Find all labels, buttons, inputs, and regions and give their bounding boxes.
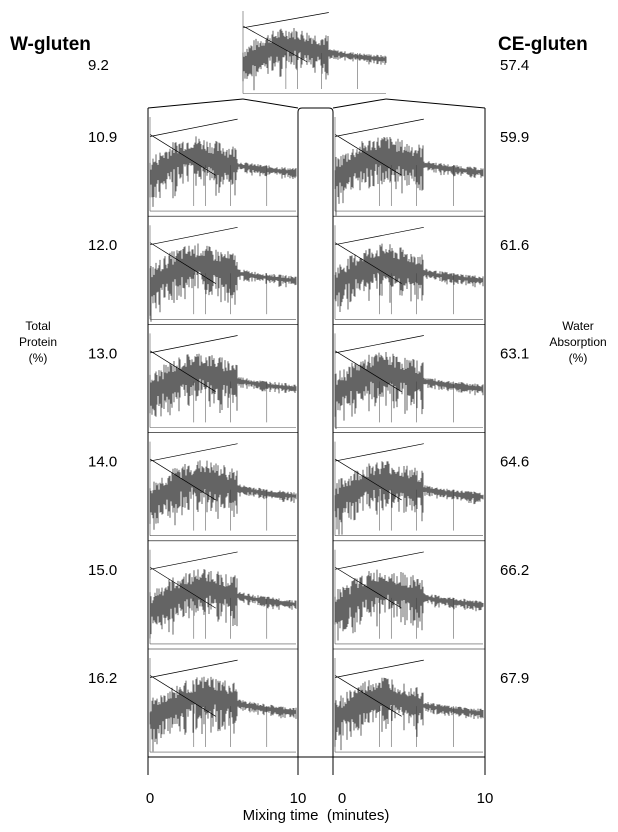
mixogram-trace [149,353,297,417]
mixogram-line [149,443,238,462]
mixogram-line [149,242,216,284]
right-axis-label: Absorption [549,335,606,349]
mixogram-trace [334,677,484,751]
mixogram-line [334,551,424,570]
protein-value: 14.0 [88,454,117,471]
mixogram-line [149,566,216,609]
left-axis-label: Protein [19,335,57,349]
absorption-value: 61.6 [500,237,529,254]
mixogram-line [334,659,424,678]
frame [147,98,486,775]
mixogram-line [334,226,424,246]
mixogram-trace [334,137,484,216]
right-title: CE-gluten [498,34,588,55]
mixogram-trace [334,352,484,429]
left-title: W-gluten [10,34,91,55]
left-axis-label: Total [25,319,50,333]
absorption-value: 66.2 [500,562,529,579]
mixogram-line [334,242,402,284]
protein-value: 13.0 [88,345,117,362]
mixogram-line [149,675,216,717]
mixogram-trace [149,676,297,752]
mixogram-line [334,675,402,717]
mixogram-line [334,335,424,354]
mixogram-trace [334,243,484,312]
protein-value: 12.0 [88,237,117,254]
right-axis-label: (%) [569,351,588,365]
mixogram-trace [149,243,297,322]
mixogram-line [334,118,424,137]
x-tick-label: 0 [146,790,154,807]
mixogram-line [334,443,424,462]
mixogram-line [242,25,308,63]
mixogram-trace [242,28,387,91]
protein-value: 10.9 [88,129,117,146]
mixogram-line [149,551,238,570]
mixogram-line [149,226,238,246]
mixogram-line [334,350,402,393]
x-tick-label: 10 [290,790,307,807]
protein-value: 15.0 [88,562,117,579]
right-axis-label: Water [562,319,594,333]
absorption-value: 57.4 [500,57,529,74]
mixogram-trace [149,569,297,639]
mixogram-line [334,566,402,609]
mixogram-trace [334,569,484,641]
left-axis-label: (%) [29,351,48,365]
mixogram-line [334,134,402,176]
mixogram-line [149,350,216,393]
mixogram-line [149,335,238,354]
mixogram-line [242,12,329,29]
absorption-value: 63.1 [500,345,529,362]
x-tick-label: 0 [338,790,346,807]
mixogram-line [334,458,402,501]
mixogram-trace [149,136,297,207]
mixogram-line [149,458,216,501]
protein-value: 16.2 [88,670,117,687]
absorption-value: 64.6 [500,454,529,471]
mixogram-line [149,659,238,678]
x-axis-label: Mixing time (minutes) [243,807,390,824]
protein-value: 9.2 [88,57,109,74]
x-tick-label: 10 [477,790,494,807]
mixogram-line [149,134,216,176]
absorption-value: 59.9 [500,129,529,146]
mixogram-line [149,118,238,137]
mixogram-trace [149,460,297,530]
absorption-value: 67.9 [500,670,529,687]
